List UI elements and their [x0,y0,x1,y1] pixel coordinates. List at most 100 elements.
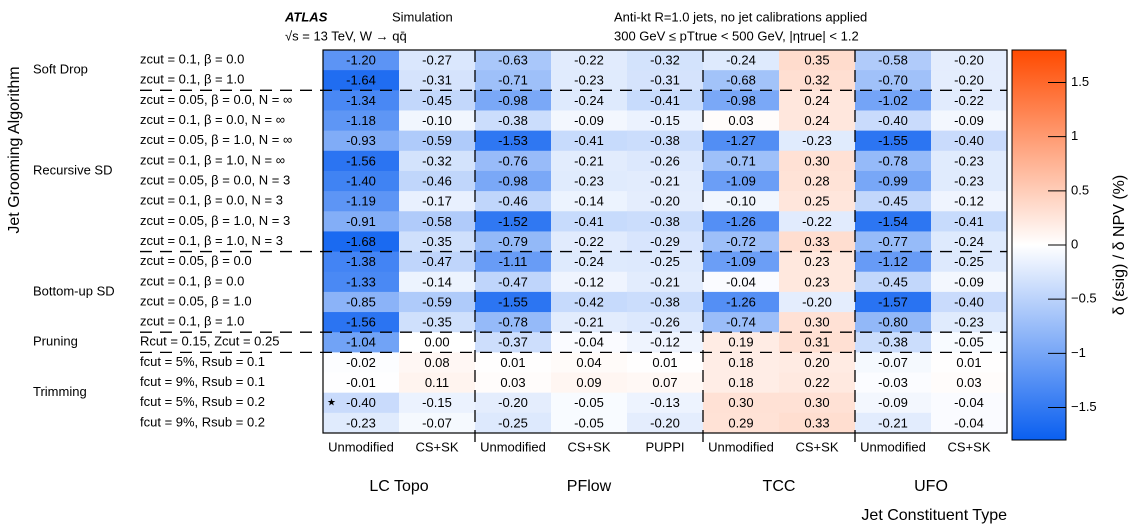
cell-value: -0.71 [498,73,528,88]
colorbar-tick-label: −0.5 [1071,291,1097,306]
heatmap-cell [931,170,1008,192]
heatmap-cell [399,291,476,313]
cuts-label: 300 GeV ≤ pTtrue < 500 GeV, |ηtrue| < 1.… [614,28,859,43]
frame [322,49,1008,434]
cell-value: -0.04 [574,335,604,350]
cell-value: -1.53 [498,133,528,148]
heatmap-cell [399,170,476,192]
heatmap-cell [399,90,476,111]
row-label: fcut = 5%, Rsub = 0.1 [140,354,265,369]
heatmap-cell [551,271,628,293]
heatmap-cell [779,332,856,353]
column-label: CS+SK [416,439,459,454]
heatmap-cell [855,271,932,293]
cell-value: -0.09 [954,113,984,128]
heatmap-cell [551,251,628,273]
cell-value: -0.07 [422,415,452,430]
cell-value: -0.77 [878,234,908,249]
cell-value: -0.24 [574,93,604,108]
cell-value: -1.27 [726,133,756,148]
heatmap-cell [627,191,704,212]
row-label: zcut = 0.05, β = 0.0, N = ∞ [140,92,292,107]
heatmap-cell [931,312,1008,333]
heatmap-cell [703,291,780,313]
heatmap-cell [703,352,780,374]
heatmap-cell [779,312,856,333]
heatmap-cell [475,191,552,212]
row-label: zcut = 0.1, β = 1.0, N = 3 [140,233,283,248]
row-group-label: Trimming [33,384,87,399]
heatmap-cell [399,312,476,333]
cell-value: -0.85 [346,294,376,309]
heatmap-cell [779,90,856,111]
heatmap-cell [779,372,856,394]
cell-value: -0.12 [650,335,680,350]
cell-value: -0.58 [878,53,908,68]
cell-value: -0.40 [878,113,908,128]
column-group-label: LC Topo [369,478,428,495]
cell-value: -0.68 [726,73,756,88]
cell-value: -0.27 [422,53,452,68]
heatmap-cell [475,392,552,414]
cell-value: -1.38 [346,254,376,269]
heatmap-cell [399,130,476,152]
y-axis-label: Jet Grooming Algorithm [6,66,23,233]
heatmap-cell [551,211,628,232]
heatmap-cell [475,130,552,152]
row-label: zcut = 0.05, β = 0.0 [140,253,252,268]
cell-value: -0.12 [954,194,984,209]
cell-value: -1.54 [878,214,908,229]
cell-value: -0.05 [954,335,984,350]
heatmap-cell [627,332,704,353]
cell-value: -0.05 [574,395,604,410]
cell-value: -0.04 [726,274,756,289]
cell-value: 0.24 [804,113,829,128]
row-label: zcut = 0.1, β = 0.0 [140,273,244,288]
cell-value: 0.07 [652,375,677,390]
cell-value: -0.41 [574,133,604,148]
heatmap-cell [475,231,552,253]
row-label: zcut = 0.05, β = 1.0, N = 3 [140,213,290,228]
cell-value: -0.05 [574,415,604,430]
column-label: Unmodified [328,439,394,454]
cell-value: -0.20 [650,194,680,209]
cell-value: -0.31 [422,73,452,88]
heatmap-cell [323,50,400,71]
cell-value: 0.18 [728,355,753,370]
heatmap-cell [399,191,476,212]
heatmap-cell [323,211,400,232]
cell-value: -0.20 [498,395,528,410]
heatmap-cell [551,372,628,394]
heatmap-cell [855,372,932,394]
heatmap-cell [551,90,628,111]
cell-value: -0.72 [726,234,756,249]
column-label: Unmodified [708,439,774,454]
cell-value: -1.33 [346,274,376,289]
heatmap-cell [779,110,856,132]
row-label: zcut = 0.05, β = 1.0 [140,293,252,308]
cell-value: -0.31 [650,73,680,88]
cell-value: 0.01 [652,355,677,370]
energy: √s = 13 TeV, W → qq̄ [285,28,407,43]
cell-value: -1.56 [346,153,376,168]
heatmap-cell [627,110,704,132]
cell-value: -0.23 [954,173,984,188]
heatmap-cell [779,191,856,212]
cell-value: -0.04 [954,395,984,410]
cell-value: -0.14 [574,194,604,209]
cell-value: -1.26 [726,214,756,229]
cell-value: -0.21 [878,415,908,430]
cell-value: -0.10 [726,194,756,209]
heatmap-cell [627,50,704,71]
jets-label: Anti-kt R=1.0 jets, no jet calibrations … [614,9,867,24]
cell-value: -0.14 [422,274,452,289]
cell-value: -1.12 [878,254,908,269]
heatmap-cell [855,70,932,91]
heatmap-cell [475,90,552,111]
cell-value: -0.80 [878,315,908,330]
cell-value: 0.24 [804,93,829,108]
cell-value: -0.45 [878,274,908,289]
cell-value: -0.46 [498,194,528,209]
heatmap-cell [627,211,704,232]
heatmap-cell [779,150,856,172]
